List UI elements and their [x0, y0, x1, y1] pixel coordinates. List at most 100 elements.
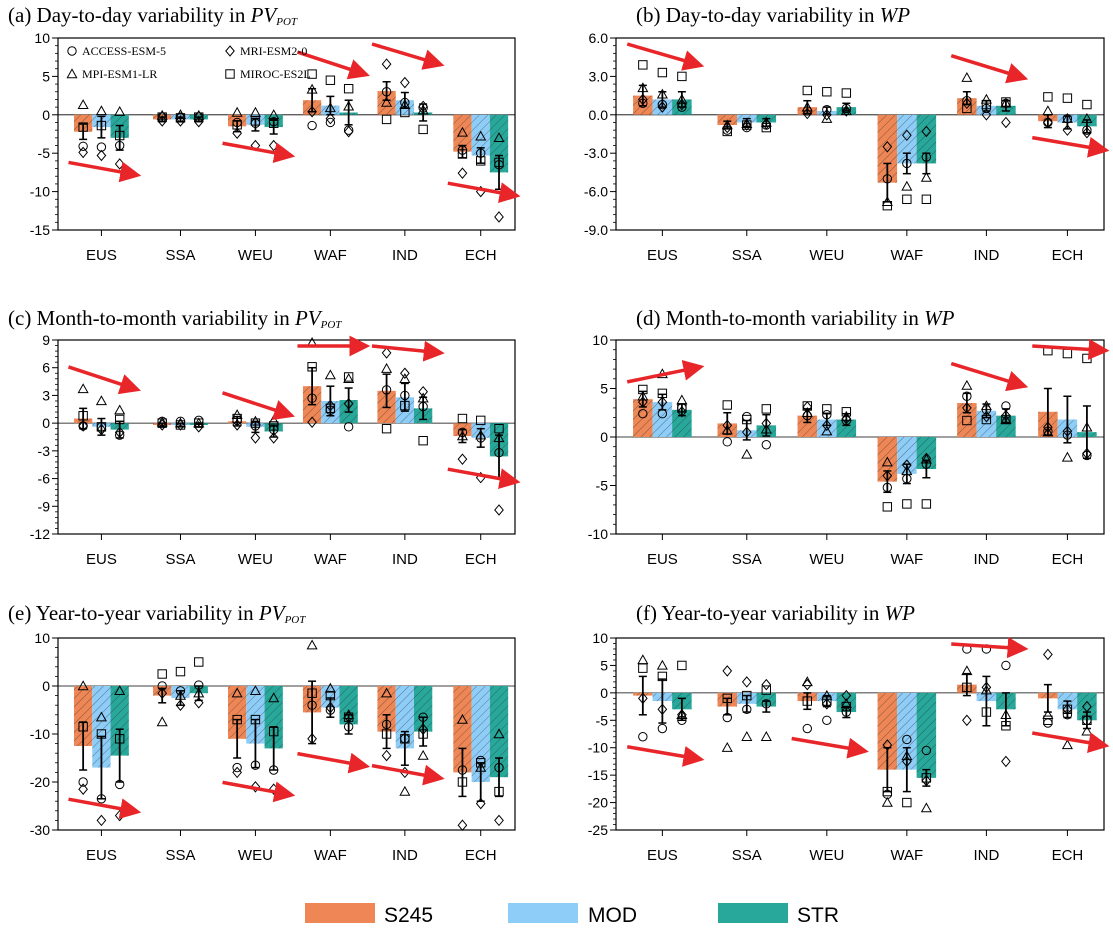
y-tick-label: 10 [34, 630, 50, 646]
marker-mri-esm2-0 [882, 141, 893, 153]
marker-mri-esm2-0 [193, 115, 204, 128]
marker-mpi-esm1-lr [821, 425, 833, 436]
marker-access-esm-5 [343, 422, 354, 432]
marker-miroc-es2l [381, 114, 392, 125]
marker-mpi-esm1-lr [95, 395, 107, 406]
x-category-label: WAF [314, 847, 347, 864]
marker-miroc-es2l [114, 414, 125, 425]
bar-hatch [471, 686, 490, 782]
marker-mri-esm2-0 [381, 749, 392, 762]
marker-miroc-es2l [418, 435, 428, 446]
panel-title-d: (d) Month-to-month variability in WP [636, 306, 955, 330]
marker-miroc-es2l [307, 688, 317, 698]
marker-mri-esm2-0 [175, 115, 186, 127]
marker-mpi-esm1-lr [174, 689, 187, 700]
x-category-label: IND [973, 847, 999, 864]
marker-mpi-esm1-lr [980, 684, 992, 695]
legend-label-miroc-es2l: MIROC-ES2L [240, 67, 311, 81]
y-tick-label: 0.0 [589, 107, 609, 123]
marker-mpi-esm1-lr [306, 83, 318, 94]
x-category-label: SSA [165, 247, 195, 264]
marker-mpi-esm1-lr [1000, 413, 1012, 424]
marker-miroc-es2l [822, 696, 832, 706]
marker-miroc-es2l [981, 707, 992, 717]
marker-mpi-esm1-lr [920, 802, 932, 813]
x-category-label: ECH [465, 847, 497, 864]
marker-mri-esm2-0 [761, 678, 772, 691]
panel-f: (f) Year-to-year variability in WP 10 5 0 -5… [588, 601, 1110, 864]
marker-mpi-esm1-lr [1042, 709, 1054, 719]
plot-frame-c [57, 339, 516, 535]
marker-access-esm-5 [1082, 125, 1092, 135]
marker-mpi-esm1-lr [881, 456, 893, 467]
marker-mri-esm2-0 [882, 470, 893, 482]
marker-access-esm-5 [962, 391, 972, 401]
marker-miroc-es2l [157, 669, 167, 679]
marker-miroc-es2l [381, 423, 392, 434]
y-tick-label: -6.0 [584, 184, 608, 200]
marker-mpi-esm1-lr [324, 369, 336, 380]
y-tick-label: 9 [42, 332, 50, 348]
marker-mri-esm2-0 [802, 107, 813, 120]
panel-title-f: (f) Year-to-year variability in WP [636, 601, 915, 625]
marker-mri-esm2-0 [741, 426, 752, 438]
marker-miroc-es2l [194, 418, 204, 428]
marker-access-esm-5 [962, 96, 972, 106]
marker-miroc-es2l [962, 682, 972, 693]
legend-marker-mpi-esm1-lr [66, 68, 78, 79]
trend-arrow [68, 160, 142, 183]
marker-mri-esm2-0 [457, 167, 468, 179]
marker-mri-esm2-0 [901, 459, 912, 471]
marker-mpi-esm1-lr [741, 731, 753, 741]
marker-mri-esm2-0 [193, 421, 204, 433]
bar-hatch [817, 419, 837, 437]
marker-mri-esm2-0 [250, 781, 261, 793]
marker-access-esm-5 [400, 390, 410, 401]
marker-miroc-es2l [882, 200, 893, 211]
trend-arrow [371, 763, 445, 786]
marker-mri-esm2-0 [657, 396, 668, 408]
marker-mri-esm2-0 [457, 453, 468, 465]
marker-mpi-esm1-lr [760, 423, 772, 434]
trend-arrow [371, 340, 445, 362]
marker-miroc-es2l [457, 413, 468, 424]
marker-mpi-esm1-lr [156, 716, 168, 727]
marker-access-esm-5 [78, 141, 88, 151]
marker-miroc-es2l [677, 403, 687, 413]
marker-mri-esm2-0 [494, 504, 504, 516]
legend-label-access-esm-5: ACCESS-ESM-5 [82, 44, 166, 58]
marker-mri-esm2-0 [901, 129, 912, 142]
panel-title-b: (b) Day-to-day variability in WP [636, 3, 910, 27]
marker-mpi-esm1-lr [343, 709, 355, 719]
marker-miroc-es2l [882, 786, 893, 797]
bar-hatch [377, 90, 396, 115]
marker-mri-esm2-0 [78, 146, 88, 159]
marker-mri-esm2-0 [175, 699, 186, 711]
marker-access-esm-5 [921, 459, 932, 469]
x-category-label: SSA [165, 847, 195, 864]
marker-mri-esm2-0 [1062, 703, 1073, 716]
marker-access-esm-5 [325, 117, 336, 128]
marker-mpi-esm1-lr [961, 379, 973, 390]
marker-miroc-es2l [78, 122, 88, 132]
marker-access-esm-5 [307, 393, 317, 403]
y-tick-label: -10 [588, 526, 608, 542]
marker-miroc-es2l [400, 107, 410, 118]
marker-miroc-es2l [1082, 715, 1092, 725]
x-category-label: WAF [890, 551, 923, 568]
marker-access-esm-5 [1062, 430, 1073, 440]
marker-mri-esm2-0 [981, 681, 992, 694]
marker-access-esm-5 [269, 765, 279, 775]
marker-mpi-esm1-lr [801, 407, 813, 417]
marker-miroc-es2l [175, 420, 186, 430]
marker-mpi-esm1-lr [114, 106, 126, 116]
marker-mpi-esm1-lr [1081, 725, 1093, 736]
marker-miroc-es2l [78, 411, 88, 421]
marker-mpi-esm1-lr [1042, 426, 1054, 437]
bar-hatch [836, 419, 857, 437]
x-category-label: ECH [1052, 551, 1084, 568]
y-tick-label: -5 [596, 478, 609, 494]
marker-mri-esm2-0 [981, 109, 992, 121]
marker-miroc-es2l [96, 729, 107, 739]
marker-mri-esm2-0 [418, 723, 428, 735]
